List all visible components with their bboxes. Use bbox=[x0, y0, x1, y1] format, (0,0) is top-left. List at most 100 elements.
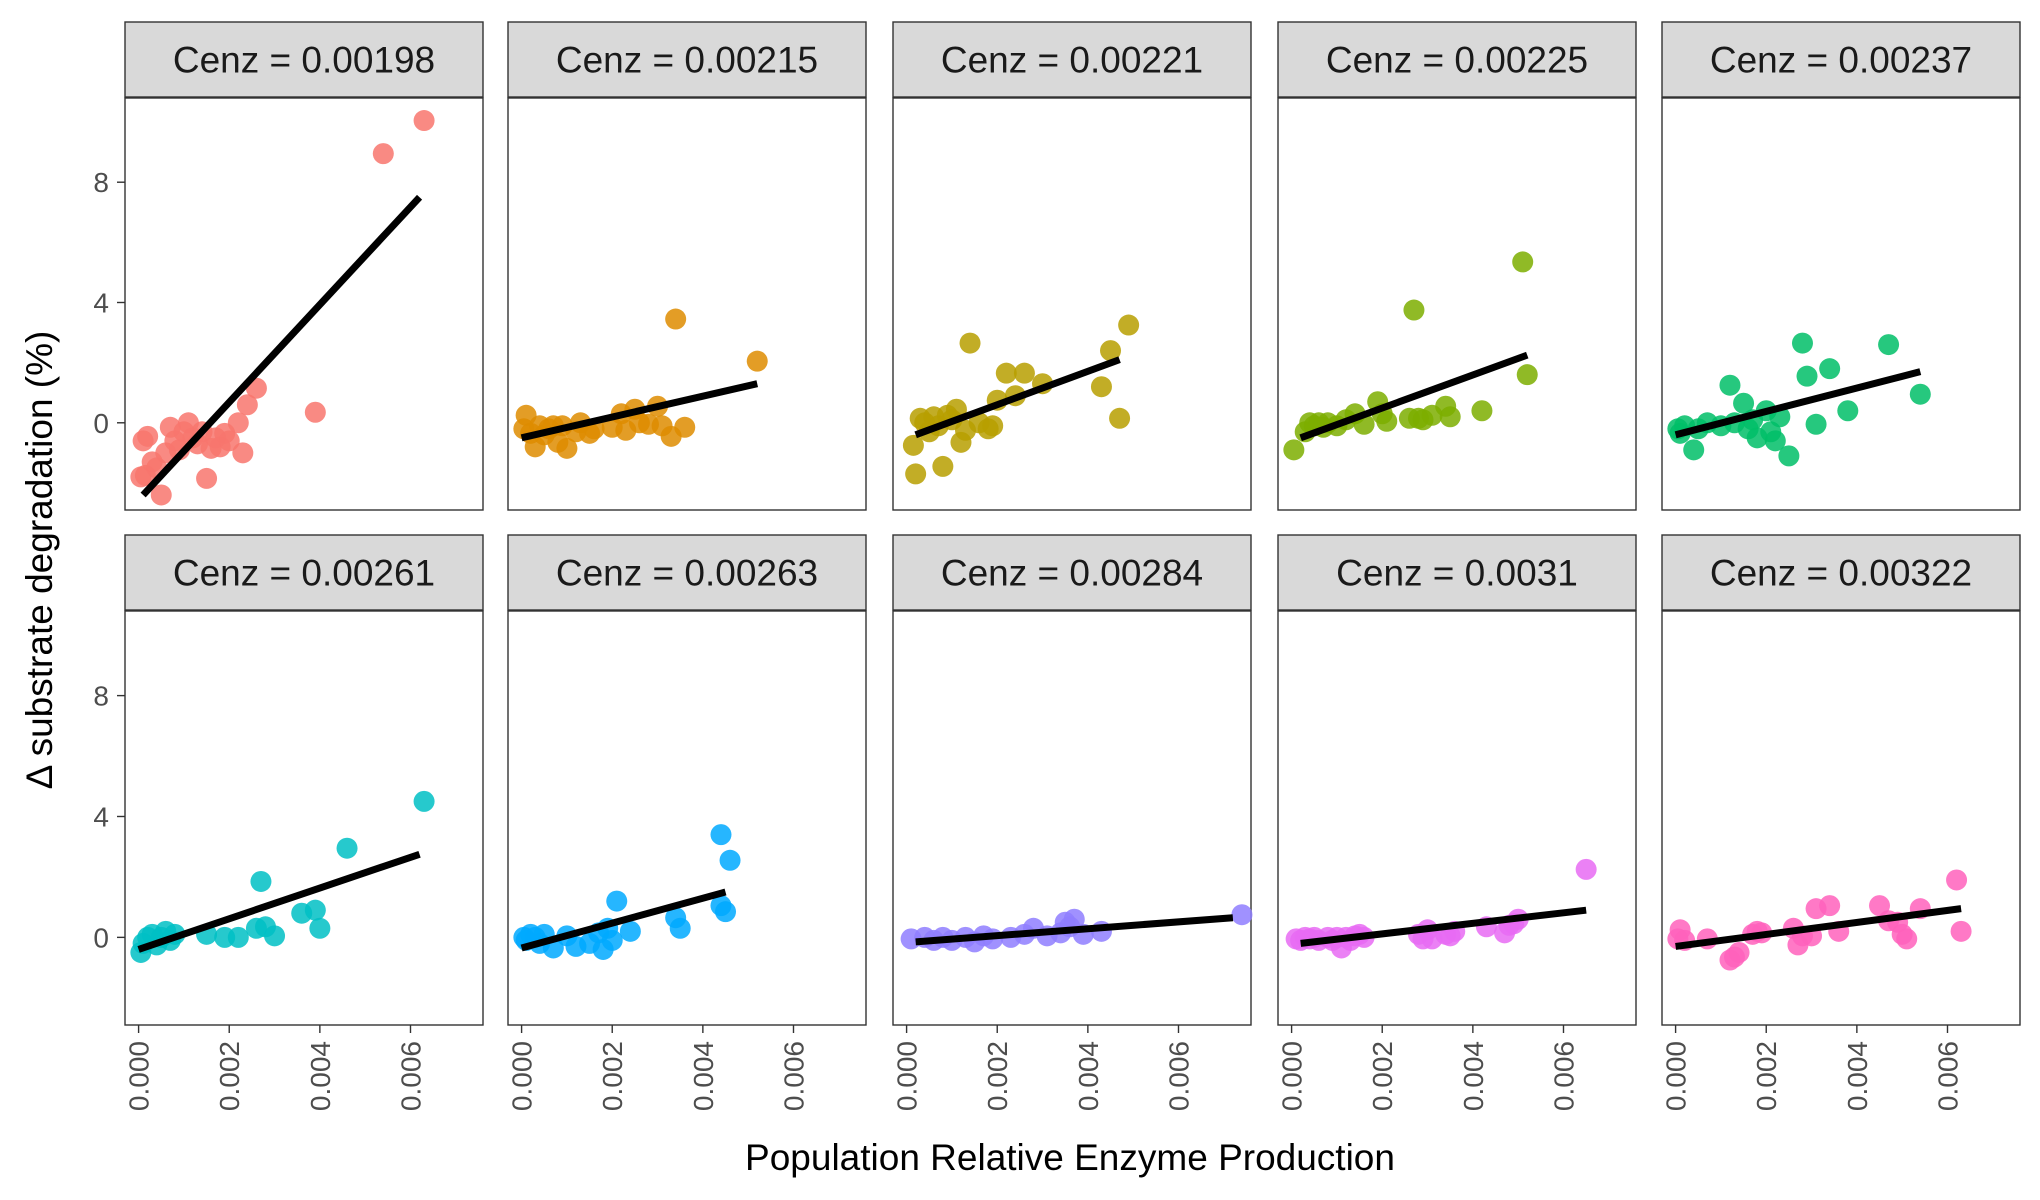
data-point bbox=[1403, 299, 1425, 321]
data-point bbox=[982, 415, 1004, 437]
data-point bbox=[1439, 406, 1461, 428]
x-tick-label: 0.002 bbox=[1367, 1041, 1398, 1111]
data-point bbox=[1471, 400, 1493, 422]
x-tick-label: 0.004 bbox=[1842, 1041, 1873, 1111]
facet-panel-5: Cenz = 0.00237 bbox=[1661, 21, 2021, 511]
data-point bbox=[1283, 439, 1305, 461]
facet-strip-label: Cenz = 0.00237 bbox=[1710, 40, 1972, 81]
data-point bbox=[1575, 858, 1597, 880]
x-axis-title: Population Relative Enzyme Production bbox=[745, 1137, 1395, 1178]
data-point bbox=[1909, 383, 1931, 405]
regression-line bbox=[520, 888, 727, 952]
data-point bbox=[304, 899, 326, 921]
data-point bbox=[905, 463, 927, 485]
data-point bbox=[665, 308, 687, 330]
facet-strip bbox=[892, 21, 1252, 98]
data-point bbox=[250, 870, 272, 892]
facet-strip-label: Cenz = 0.00225 bbox=[1326, 40, 1588, 81]
facet-strip bbox=[124, 21, 484, 98]
facet-strip-label: Cenz = 0.00198 bbox=[173, 40, 435, 81]
panel-background bbox=[1661, 97, 2021, 511]
facet-panel-6: Cenz = 0.00261 0 4 8 0.000 0.002 0.004 0.006 bbox=[93, 534, 484, 1111]
data-point bbox=[372, 143, 394, 165]
facet-panel-2: Cenz = 0.00215 bbox=[507, 21, 867, 511]
x-tick-label: 0.002 bbox=[982, 1041, 1013, 1111]
facet-panel-1: Cenz = 0.00198 0 4 8 bbox=[93, 21, 484, 511]
data-point bbox=[556, 437, 578, 459]
data-point bbox=[413, 790, 435, 812]
facet-strip bbox=[1277, 534, 1637, 611]
data-point bbox=[1376, 410, 1398, 432]
data-point bbox=[1805, 413, 1827, 435]
x-tick-label: 0.000 bbox=[1661, 1041, 1692, 1111]
regression-line bbox=[140, 194, 423, 498]
data-point bbox=[715, 901, 737, 923]
data-point bbox=[1231, 904, 1253, 926]
regression-line bbox=[1299, 351, 1529, 442]
facet-panel-7: Cenz = 0.00263 0.000 0.002 0.004 0.006 bbox=[507, 534, 867, 1111]
data-point bbox=[1719, 374, 1741, 396]
data-point bbox=[1512, 251, 1534, 273]
facet-strip-label: Cenz = 0.00221 bbox=[941, 40, 1203, 81]
regression-line bbox=[915, 914, 1234, 946]
regression-line bbox=[1675, 905, 1962, 950]
facet-strip bbox=[507, 534, 867, 611]
data-point bbox=[1516, 364, 1538, 386]
facet-strip bbox=[892, 534, 1252, 611]
x-tick-label: 0.000 bbox=[1277, 1041, 1308, 1111]
x-tick-label: 0.006 bbox=[1163, 1041, 1194, 1111]
data-point bbox=[218, 430, 240, 452]
data-point bbox=[1950, 920, 1972, 942]
regression-line bbox=[1674, 368, 1922, 439]
x-tick-label: 0.006 bbox=[395, 1041, 426, 1111]
y-tick-label: 0 bbox=[93, 922, 109, 953]
data-point bbox=[1013, 362, 1035, 384]
data-point bbox=[719, 849, 741, 871]
y-tick-label: 0 bbox=[93, 408, 109, 439]
data-point bbox=[227, 926, 249, 948]
data-point bbox=[1869, 895, 1891, 917]
regression-line bbox=[520, 380, 759, 442]
x-tick-label: 0.000 bbox=[124, 1041, 155, 1111]
data-point bbox=[710, 824, 732, 846]
panel-background bbox=[892, 610, 1252, 1026]
data-point bbox=[236, 394, 258, 416]
data-point bbox=[1778, 445, 1800, 467]
data-point bbox=[196, 467, 218, 489]
facet-strip-label: Cenz = 0.00261 bbox=[173, 553, 435, 594]
y-axis-title: Δ substrate degradation (%) bbox=[19, 331, 60, 790]
facet-strip bbox=[124, 534, 484, 611]
data-point bbox=[1683, 439, 1705, 461]
data-point bbox=[309, 917, 331, 939]
data-point bbox=[1819, 358, 1841, 380]
facet-strip-label: Cenz = 0.00263 bbox=[556, 553, 818, 594]
facet-strip-label: Cenz = 0.00215 bbox=[556, 40, 818, 81]
data-point bbox=[1100, 340, 1122, 362]
data-point bbox=[1819, 895, 1841, 917]
facet-panel-4: Cenz = 0.00225 bbox=[1277, 21, 1637, 511]
y-tick-label: 4 bbox=[93, 287, 109, 318]
regression-line bbox=[137, 850, 421, 953]
facet-panel-10: Cenz = 0.00322 0.000 0.002 0.004 0.006 bbox=[1661, 534, 2021, 1111]
data-point bbox=[1796, 365, 1818, 387]
x-tick-label: 0.002 bbox=[1751, 1041, 1782, 1111]
x-tick-label: 0.004 bbox=[1458, 1041, 1489, 1111]
data-point bbox=[1118, 314, 1140, 336]
y-tick-label: 8 bbox=[93, 167, 109, 198]
facet-strip bbox=[1661, 21, 2021, 98]
data-point bbox=[1878, 334, 1900, 356]
panel-background bbox=[1277, 610, 1637, 1026]
data-point bbox=[1837, 400, 1859, 422]
data-point bbox=[1896, 928, 1918, 950]
panel-background bbox=[1277, 97, 1637, 511]
data-point bbox=[150, 484, 172, 506]
data-point bbox=[1109, 407, 1131, 429]
x-tick-label: 0.000 bbox=[507, 1041, 538, 1111]
regression-line bbox=[914, 356, 1121, 439]
data-point bbox=[902, 434, 924, 456]
facet-panel-9: Cenz = 0.0031 0.000 0.002 0.004 0.006 bbox=[1277, 534, 1637, 1111]
x-tick-label: 0.006 bbox=[1548, 1041, 1579, 1111]
data-point bbox=[995, 362, 1017, 384]
